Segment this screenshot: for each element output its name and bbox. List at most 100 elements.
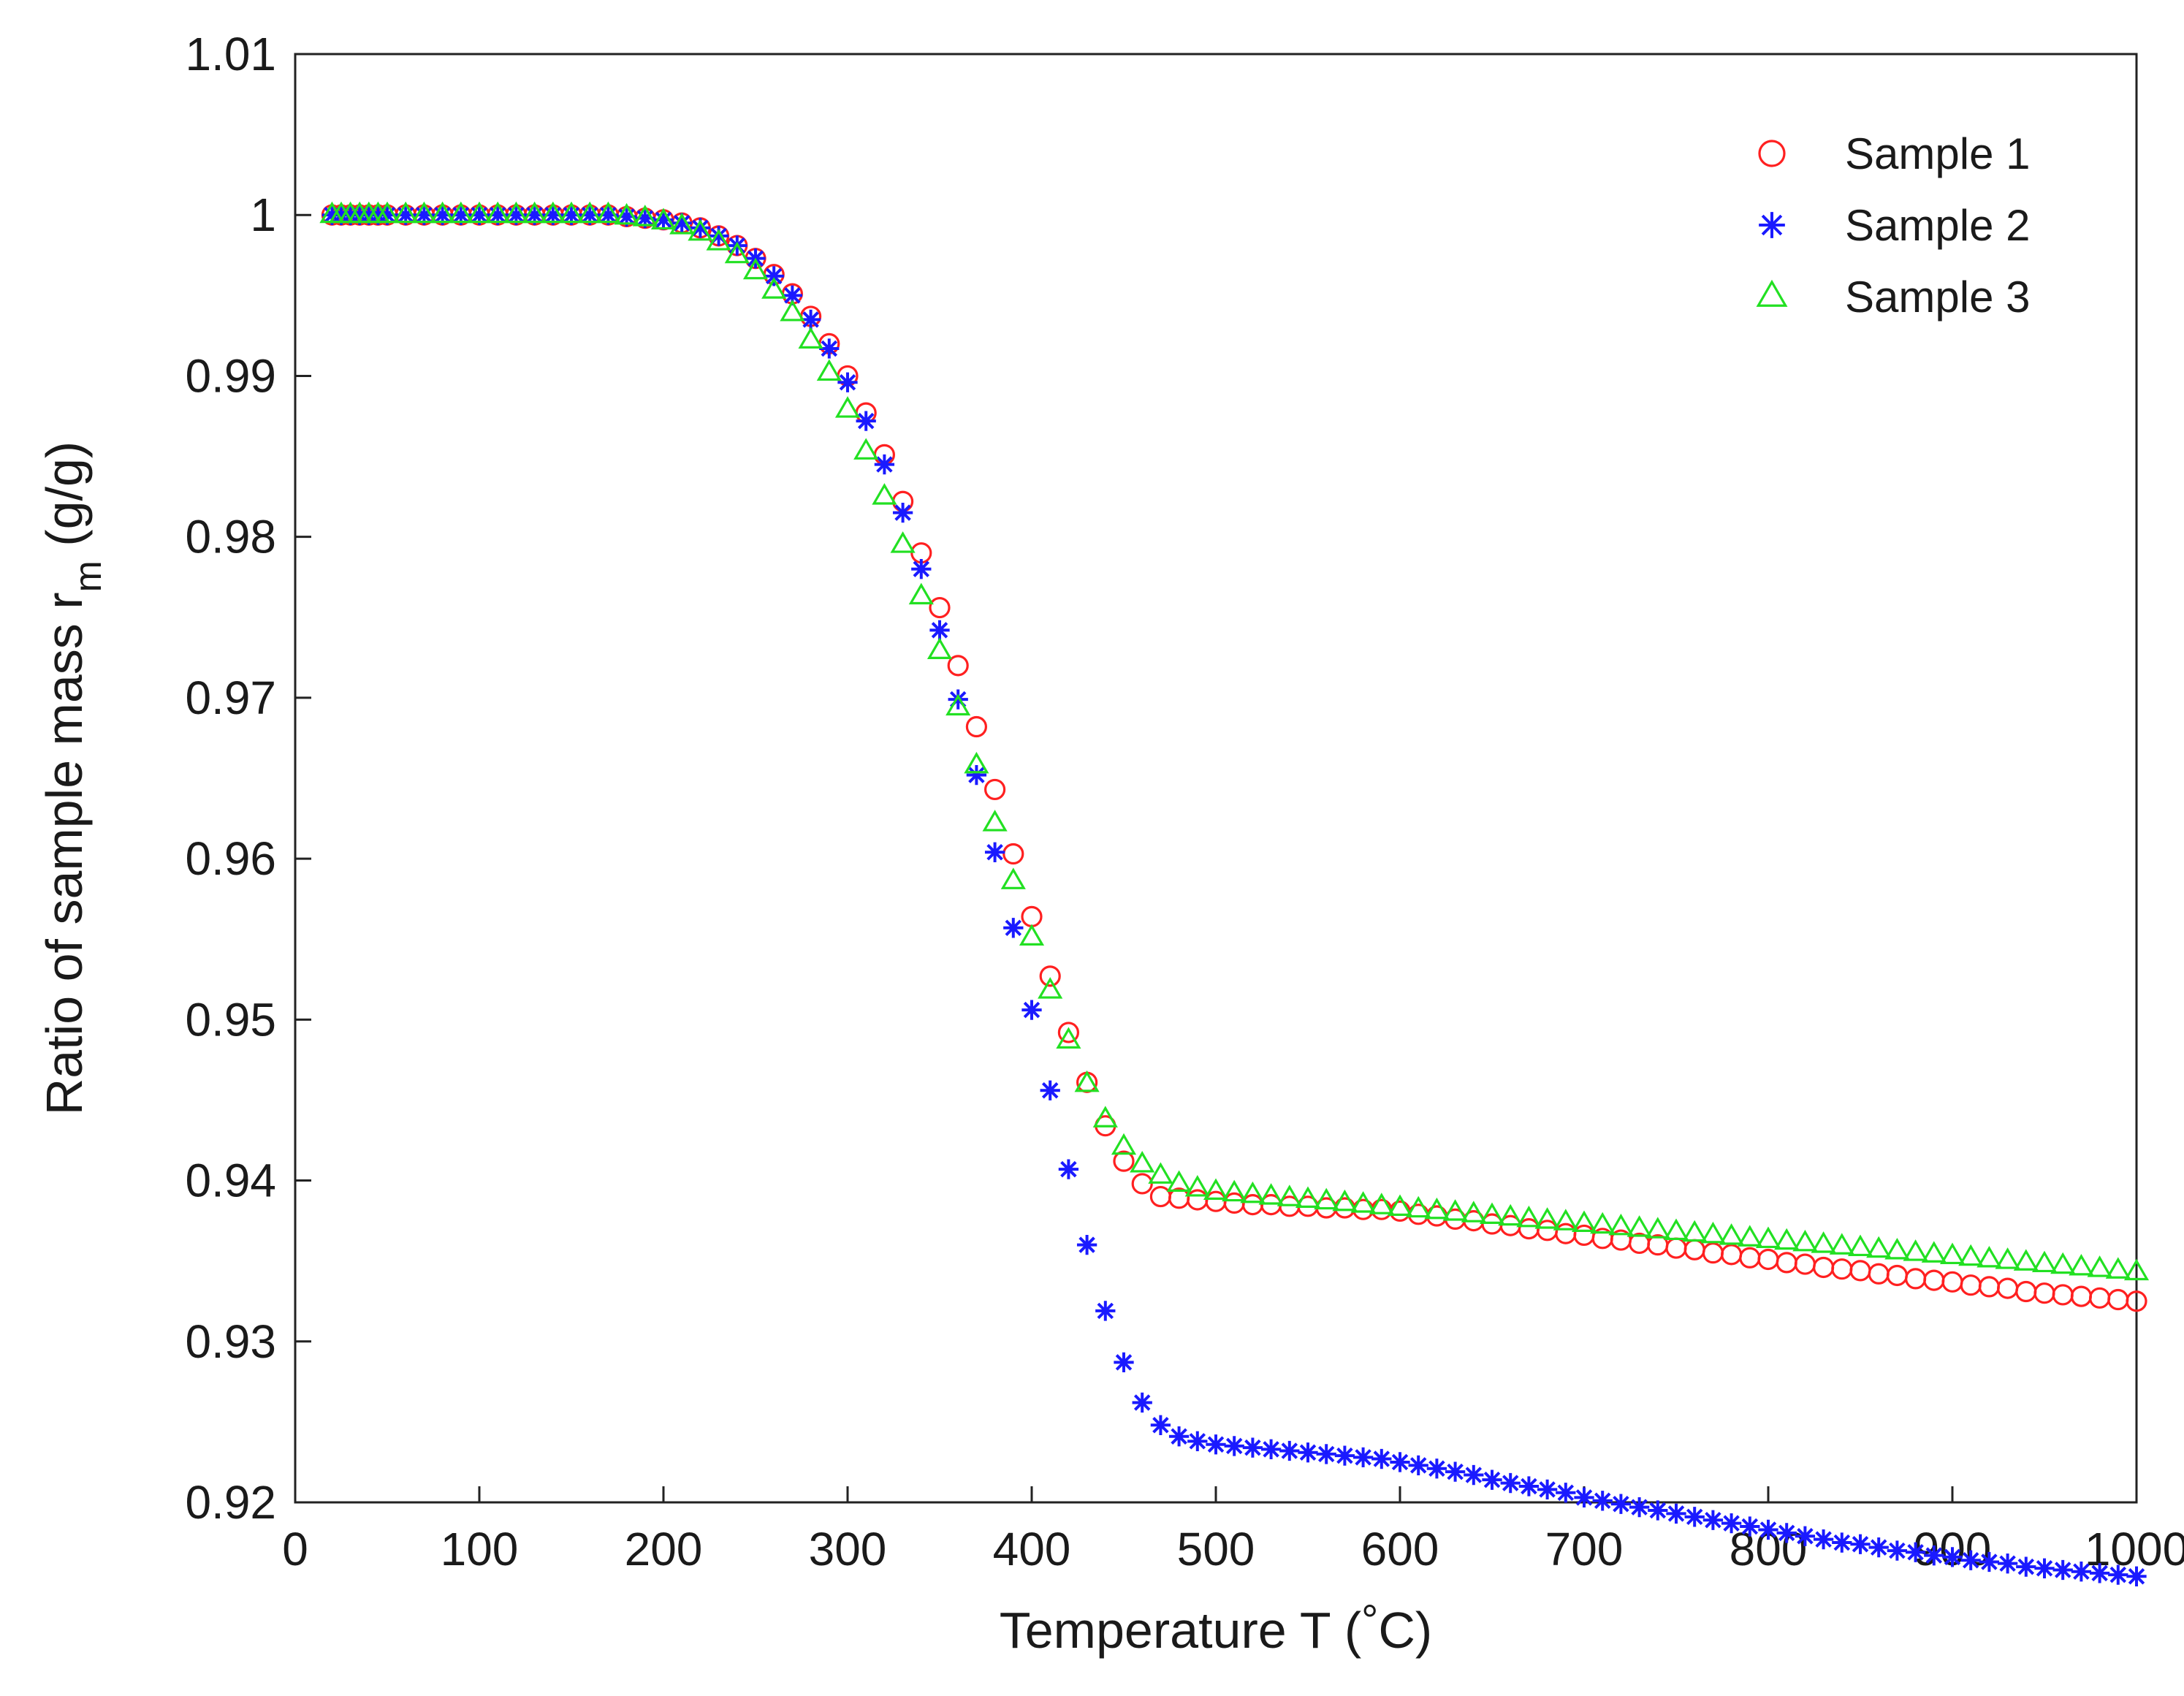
x-tick-label: 200 xyxy=(625,1523,703,1575)
x-axis-title: Temperature T (°C) xyxy=(1000,1597,1432,1659)
data-point xyxy=(1831,1258,1853,1280)
data-point xyxy=(1500,1472,1521,1494)
data-point xyxy=(2013,1249,2039,1271)
y-tick-label: 0.96 xyxy=(185,832,276,885)
data-point xyxy=(1224,1436,1244,1456)
y-axis-title: Ratio of sample mass rm (g/g) xyxy=(36,441,110,1116)
y-tick-label: 0.95 xyxy=(185,993,276,1046)
data-point xyxy=(1092,1106,1118,1128)
x-axis-title-degree: ° xyxy=(1361,1597,1378,1644)
data-point xyxy=(1222,1179,1247,1202)
y-axis-title-main: Ratio of sample mass r xyxy=(36,592,93,1115)
data-point xyxy=(2087,1255,2112,1277)
legend: Sample 1 Sample 2 Sample 3 xyxy=(1756,129,2030,322)
data-point xyxy=(1479,1202,1505,1224)
data-point xyxy=(1426,1459,1447,1479)
data-point xyxy=(1573,1224,1595,1247)
data-point xyxy=(2015,1280,2037,1303)
data-point xyxy=(430,201,455,224)
legend-marker xyxy=(1756,279,1788,307)
data-point xyxy=(411,201,437,224)
x-tick-label: 0 xyxy=(282,1523,308,1575)
data-point xyxy=(1682,1220,1708,1242)
data-point xyxy=(1371,1448,1392,1469)
data-point xyxy=(800,309,821,330)
plot-area-frame xyxy=(294,53,2138,1504)
data-point xyxy=(761,277,787,299)
data-point xyxy=(964,751,989,774)
data-point xyxy=(1737,1225,1762,1247)
data-point xyxy=(1040,1080,1060,1100)
data-point xyxy=(1792,1229,1818,1252)
data-point xyxy=(1868,1263,1890,1285)
data-point xyxy=(706,229,731,251)
data-point xyxy=(1534,1207,1560,1229)
data-point xyxy=(1776,1523,1797,1543)
data-point xyxy=(1832,1532,1852,1553)
data-point xyxy=(1206,1434,1226,1455)
data-point xyxy=(908,582,934,605)
data-point xyxy=(1884,1237,1910,1260)
data-point xyxy=(2089,1563,2110,1583)
data-point xyxy=(1039,965,1061,987)
data-point xyxy=(1702,1510,1724,1530)
y-tick-label: 1 xyxy=(250,189,276,241)
data-point xyxy=(1369,1193,1394,1214)
data-point xyxy=(1205,1190,1227,1212)
series-2 xyxy=(321,205,2147,1586)
data-point xyxy=(1700,1221,1726,1244)
data-point xyxy=(1997,1554,2018,1574)
data-point xyxy=(1000,867,1026,889)
data-point xyxy=(2052,1559,2073,1581)
y-tick-label: 0.94 xyxy=(185,1155,276,1207)
data-point xyxy=(1131,1173,1153,1195)
data-point xyxy=(1332,1189,1358,1212)
data-point xyxy=(1626,1215,1652,1237)
data-point xyxy=(2031,1250,2058,1273)
data-point xyxy=(2126,1290,2147,1312)
data-point xyxy=(1813,1256,1835,1279)
y-tick-label: 0.93 xyxy=(185,1315,276,1368)
data-point xyxy=(1866,1236,1892,1258)
data-point xyxy=(1702,1242,1724,1264)
data-point xyxy=(1184,1175,1210,1197)
data-point xyxy=(780,300,805,322)
data-point xyxy=(1518,1476,1540,1497)
legend-item: Sample 1 xyxy=(1758,129,2030,178)
data-point xyxy=(708,226,729,246)
data-point xyxy=(1849,1260,1871,1282)
data-point xyxy=(798,327,823,349)
data-point xyxy=(540,201,566,224)
data-point xyxy=(1352,1447,1374,1467)
data-point xyxy=(669,213,695,235)
data-point xyxy=(1592,1491,1613,1511)
data-point xyxy=(1921,1241,1947,1263)
data-point xyxy=(466,201,492,224)
data-point xyxy=(1132,1392,1152,1413)
data-point xyxy=(982,810,1008,832)
data-point xyxy=(1076,1234,1097,1255)
data-point xyxy=(837,372,858,392)
data-point xyxy=(1240,1181,1266,1203)
data-point xyxy=(1757,1248,1779,1271)
data-point xyxy=(1113,1150,1135,1172)
data-point xyxy=(1645,1217,1670,1239)
data-point xyxy=(1424,1197,1450,1220)
data-point xyxy=(1556,1483,1576,1503)
data-point xyxy=(892,502,913,523)
data-point xyxy=(1295,1186,1321,1208)
data-point xyxy=(1258,1183,1284,1205)
data-point xyxy=(1276,1184,1302,1206)
y-tick-label: 0.92 xyxy=(185,1476,276,1529)
data-point xyxy=(616,206,637,227)
data-point xyxy=(1850,1534,1871,1554)
data-point xyxy=(1648,1500,1668,1521)
data-point xyxy=(671,213,692,233)
data-point xyxy=(1555,1222,1577,1244)
data-point xyxy=(1740,1516,1760,1537)
data-point xyxy=(965,715,988,738)
data-point xyxy=(1739,1247,1761,1269)
data-point xyxy=(1260,1439,1282,1459)
data-point xyxy=(853,438,879,460)
